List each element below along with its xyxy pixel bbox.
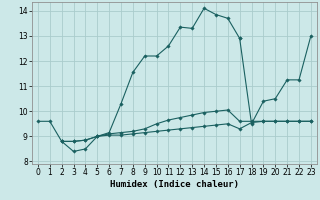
X-axis label: Humidex (Indice chaleur): Humidex (Indice chaleur) <box>110 180 239 189</box>
